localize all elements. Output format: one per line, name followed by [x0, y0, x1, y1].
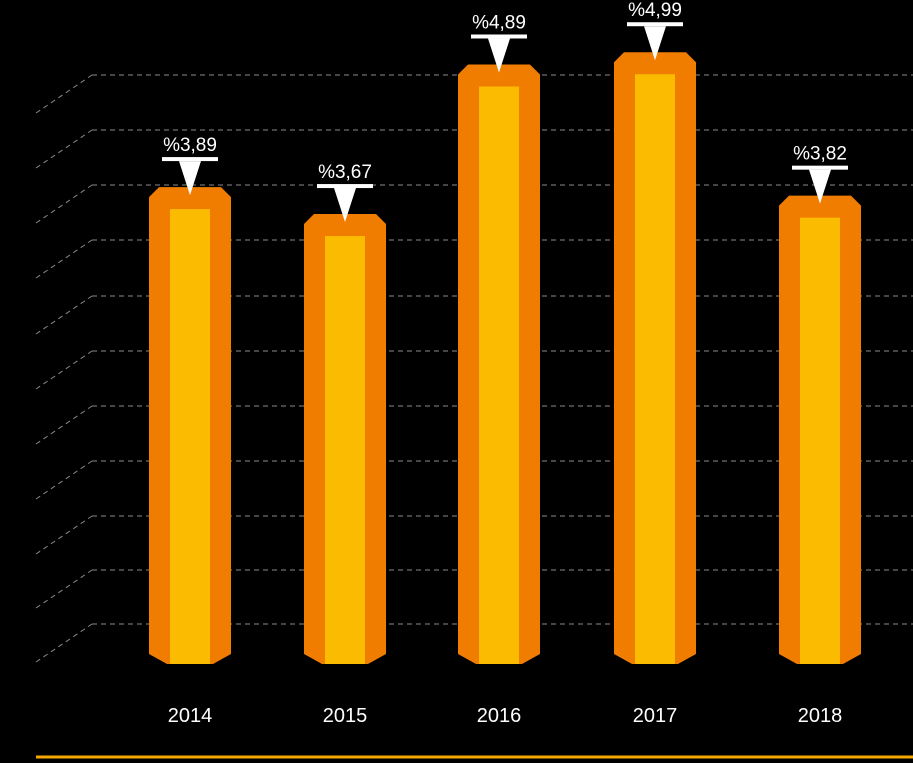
- value-marker-pointer: [179, 161, 201, 196]
- value-marker-pointer: [488, 38, 510, 73]
- value-labels: %3,89 %3,67 %4,89 %4,99 %3,82: [162, 0, 848, 223]
- bar-inner-2016: [479, 86, 519, 664]
- x-tick-label-2014: 2014: [168, 705, 213, 727]
- bar-inner-2018: [800, 217, 840, 664]
- value-marker-line: [317, 184, 373, 189]
- data-label-2017: %4,99: [628, 0, 682, 21]
- gridline-diagonal: [35, 623, 93, 663]
- value-marker-pointer: [334, 188, 356, 223]
- gridline-diagonal: [35, 129, 93, 169]
- data-label-2014: %3,89: [163, 135, 217, 156]
- x-tick-label-2017: 2017: [633, 705, 678, 727]
- value-marker-line: [792, 165, 848, 170]
- data-label-2016: %4,89: [472, 12, 526, 33]
- x-tick-label-2015: 2015: [323, 705, 368, 727]
- gridline-diagonal: [35, 405, 93, 445]
- x-tick-label-2016: 2016: [477, 705, 522, 727]
- bar-inner-2017: [635, 74, 675, 664]
- x-tick-label-2018: 2018: [798, 705, 843, 727]
- value-marker-pointer: [809, 169, 831, 204]
- x-axis-ticks: 2014 2015 2016 2017 2018: [168, 705, 843, 727]
- gridline-diagonal: [35, 295, 93, 335]
- gridline-diagonal: [35, 569, 93, 609]
- value-marker-line: [471, 34, 527, 39]
- gridline-diagonal: [35, 515, 93, 555]
- gridline-diagonal: [35, 239, 93, 279]
- gridline-diagonal: [35, 184, 93, 224]
- bars: [149, 52, 861, 665]
- bar-inner-2014: [170, 209, 210, 664]
- data-label-2015: %3,67: [318, 162, 372, 183]
- gridline-diagonal: [35, 74, 93, 114]
- gridline-diagonal: [35, 460, 93, 500]
- value-marker-line: [162, 157, 218, 162]
- bar-inner-2015: [325, 236, 365, 665]
- value-marker-pointer: [644, 26, 666, 61]
- gridline-diagonal: [35, 350, 93, 390]
- value-marker-line: [627, 22, 683, 27]
- data-label-2018: %3,82: [793, 144, 847, 165]
